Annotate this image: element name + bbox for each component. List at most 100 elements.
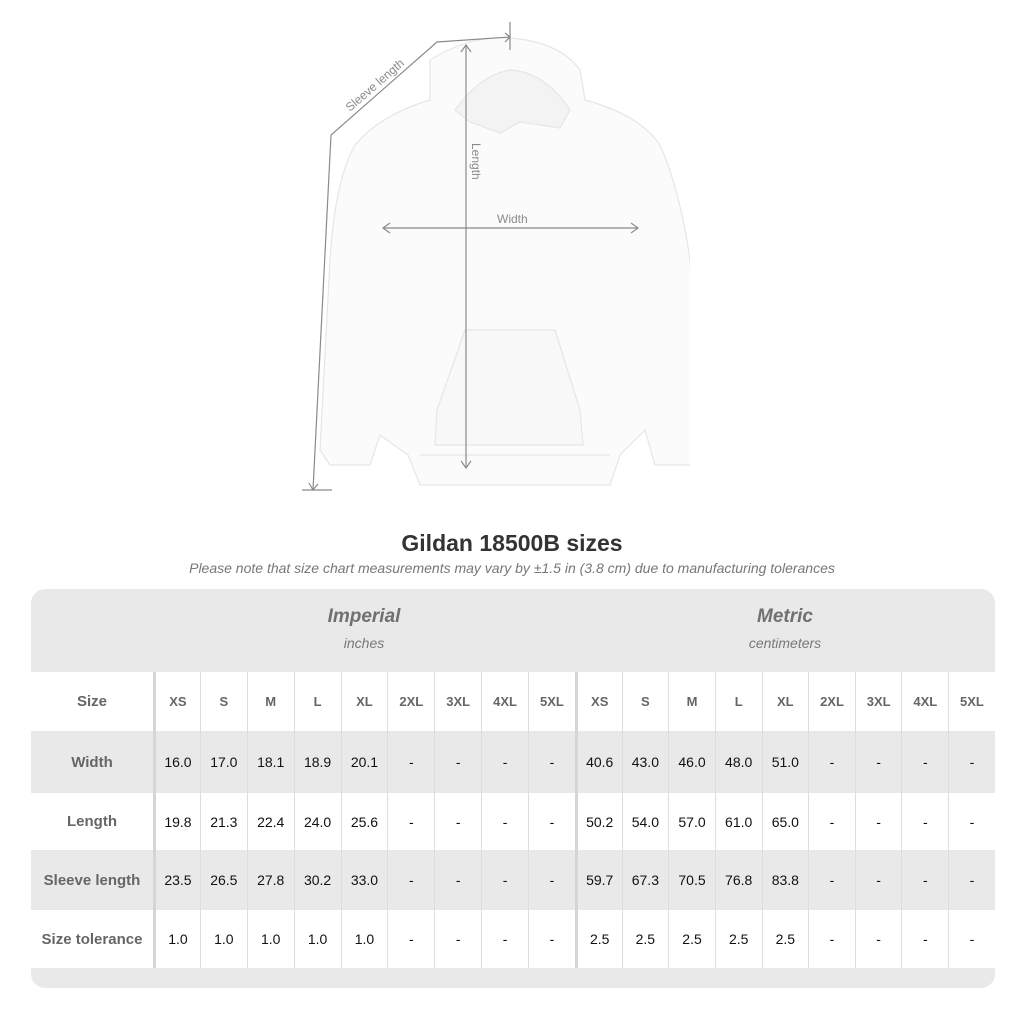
metric-value-cell: - xyxy=(901,910,948,968)
imperial-value-cell: 23.5 xyxy=(153,850,200,910)
metric-value-cell: 67.3 xyxy=(621,850,669,910)
imperial-value-cell: - xyxy=(528,910,575,968)
imperial-value-cell: 18.9 xyxy=(293,731,341,793)
metric-value-cell: 2.5 xyxy=(574,910,622,968)
metric-size-header: 4XL xyxy=(901,672,948,731)
imperial-size-header: M xyxy=(246,672,294,731)
imperial-value-cell: - xyxy=(481,731,528,793)
table-row: Length 19.8 21.3 22.4 24.0 25.6- - - -50.2 54.0 57… xyxy=(31,793,995,850)
length-label: Length xyxy=(469,143,483,180)
imperial-value-cell: 21.3 xyxy=(199,793,247,850)
imperial-size-header: L xyxy=(293,672,341,731)
table-row: Width 16.0 17.0 18.1 18.9 20.1- - - -40.6 43.0 46.… xyxy=(31,731,995,793)
metric-value-cell: - xyxy=(808,731,855,793)
imperial-value-cell: 27.8 xyxy=(246,850,294,910)
imperial-value-cell: 22.4 xyxy=(246,793,294,850)
imperial-value-cell: - xyxy=(434,731,481,793)
imperial-size-header: 3XL xyxy=(434,672,481,731)
row-label: Sleeve length xyxy=(43,871,141,889)
metric-value-cell: 50.2 xyxy=(574,793,622,850)
imperial-value-cell: - xyxy=(434,850,481,910)
imperial-value-cell: - xyxy=(528,793,575,850)
imperial-value-cell: 16.0 xyxy=(153,731,200,793)
metric-value-cell: 46.0 xyxy=(668,731,715,793)
metric-value-cell: 2.5 xyxy=(621,910,669,968)
table-row: Sleeve length 23.5 26.5 27.8 30.2 33.0- - - -59.… xyxy=(31,850,995,910)
row-label: Size tolerance xyxy=(41,930,143,948)
metric-value-cell: - xyxy=(854,910,902,968)
metric-unit: centimeters xyxy=(748,635,822,651)
metric-value-cell: - xyxy=(948,793,995,850)
metric-value-cell: 76.8 xyxy=(714,850,762,910)
imperial-value-cell: - xyxy=(528,850,575,910)
imperial-value-cell: 1.0 xyxy=(153,910,200,968)
imperial-value-cell: - xyxy=(481,850,528,910)
metric-value-cell: - xyxy=(808,850,855,910)
metric-size-header: S xyxy=(621,672,669,731)
imperial-value-cell: 1.0 xyxy=(246,910,294,968)
imperial-group-header: Imperial inches xyxy=(153,589,575,672)
imperial-value-cell: 24.0 xyxy=(293,793,341,850)
metric-value-cell: 2.5 xyxy=(714,910,762,968)
sleeve-length-line xyxy=(312,36,511,491)
metric-value-cell: 65.0 xyxy=(761,793,809,850)
metric-size-header: XS xyxy=(574,672,622,731)
metric-size-header: 3XL xyxy=(854,672,902,731)
metric-size-header: M xyxy=(668,672,715,731)
imperial-value-cell: 17.0 xyxy=(199,731,247,793)
metric-value-cell: 2.5 xyxy=(668,910,715,968)
imperial-value-cell: 26.5 xyxy=(199,850,247,910)
row-label: Width xyxy=(71,753,113,771)
metric-value-cell: - xyxy=(854,850,902,910)
sleeve-length-label: Sleeve length xyxy=(343,56,407,114)
metric-value-cell: 2.5 xyxy=(761,910,809,968)
metric-size-header: L xyxy=(714,672,762,731)
row-label: Length xyxy=(67,813,117,830)
metric-value-cell: - xyxy=(948,731,995,793)
imperial-value-cell: 20.1 xyxy=(340,731,388,793)
page-title: Gildan 18500B sizes xyxy=(401,530,623,556)
imperial-value-cell: 1.0 xyxy=(340,910,388,968)
imperial-value-cell: 1.0 xyxy=(199,910,247,968)
size-table: Imperial inches Metric centimeters Size X… xyxy=(31,589,995,988)
metric-value-cell: - xyxy=(901,731,948,793)
imperial-value-cell: - xyxy=(387,793,434,850)
metric-value-cell: 51.0 xyxy=(761,731,809,793)
metric-value-cell: 57.0 xyxy=(668,793,715,850)
imperial-value-cell: 19.8 xyxy=(153,793,200,850)
imperial-value-cell: - xyxy=(387,850,434,910)
metric-value-cell: 40.6 xyxy=(574,731,622,793)
imperial-size-header: 4XL xyxy=(481,672,528,731)
imperial-size-header: 2XL xyxy=(387,672,434,731)
metric-size-header: XL xyxy=(761,672,809,731)
imperial-value-cell: - xyxy=(528,731,575,793)
imperial-value-cell: 30.2 xyxy=(293,850,341,910)
metric-value-cell: 61.0 xyxy=(714,793,762,850)
metric-title: Metric xyxy=(757,606,813,627)
imperial-size-header: XS xyxy=(153,672,200,731)
metric-value-cell: - xyxy=(901,850,948,910)
imperial-value-cell: - xyxy=(387,910,434,968)
metric-value-cell: - xyxy=(948,910,995,968)
imperial-size-header: S xyxy=(199,672,247,731)
hoodie-measurement-diagram: Sleeve length Length Width xyxy=(302,22,690,492)
imperial-size-header: XL xyxy=(340,672,388,731)
imperial-value-cell: - xyxy=(434,910,481,968)
imperial-value-cell: 1.0 xyxy=(293,910,341,968)
width-label: Width xyxy=(497,212,528,226)
metric-value-cell: 43.0 xyxy=(621,731,669,793)
metric-value-cell: - xyxy=(854,793,902,850)
imperial-size-header: 5XL xyxy=(528,672,575,731)
metric-value-cell: 83.8 xyxy=(761,850,809,910)
size-header-label: Size xyxy=(76,693,107,710)
size-header-row: Size XS S M L XL 2XL 3XL 4XL 5XL XS S M L XL 2XL 3XL 4XL 5… xyxy=(31,672,995,731)
measure-lines xyxy=(302,22,640,492)
metric-size-header: 5XL xyxy=(948,672,995,731)
metric-value-cell: 70.5 xyxy=(668,850,715,910)
metric-value-cell: - xyxy=(901,793,948,850)
imperial-value-cell: 25.6 xyxy=(340,793,388,850)
metric-group-header: Metric centimeters xyxy=(575,589,995,672)
imperial-value-cell: - xyxy=(481,910,528,968)
imperial-value-cell: 33.0 xyxy=(340,850,388,910)
metric-value-cell: - xyxy=(808,910,855,968)
